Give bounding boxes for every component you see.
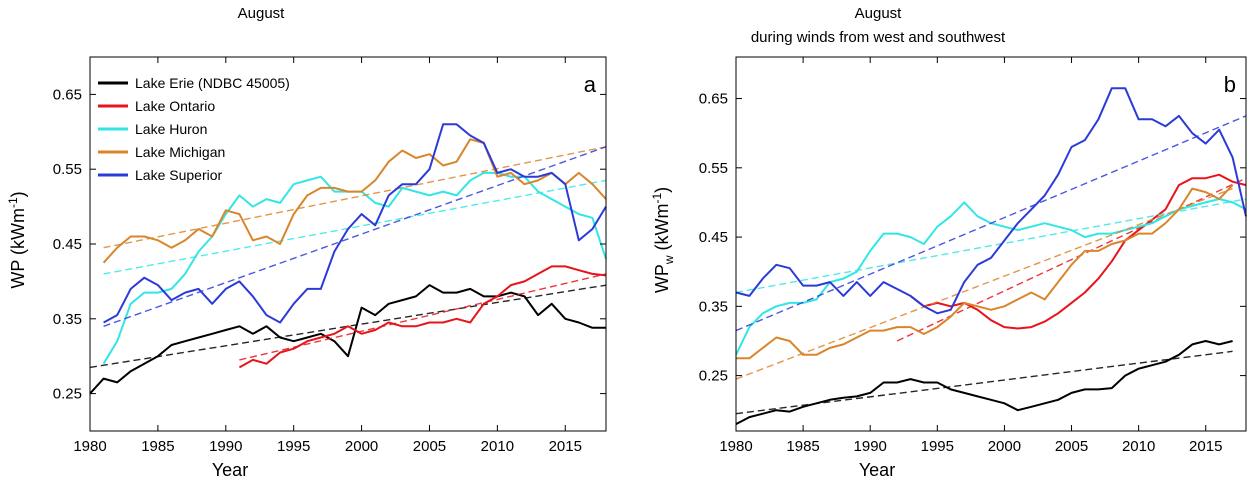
series-line-3 <box>736 184 1234 360</box>
series-line-3 <box>102 138 607 264</box>
x-tick-label: 2010 <box>1122 438 1155 455</box>
x-tick-label: 2010 <box>481 438 514 455</box>
x-tick-label: 2015 <box>1189 438 1222 455</box>
chart-subtitle: during winds from west and southwest <box>751 29 1006 46</box>
series-line-4 <box>735 87 1247 315</box>
trend-line-series-4 <box>735 115 1247 332</box>
y-tick-label: 0.25 <box>53 386 82 403</box>
x-tick-label: 1990 <box>854 438 887 455</box>
y-axis-label: WP (kWm-1) <box>6 191 28 288</box>
panel-b: August during winds from west and southw… <box>650 5 1247 480</box>
x-axis-label: Year <box>859 460 895 480</box>
series-line-1 <box>238 265 607 369</box>
trend-line-series-4 <box>103 146 607 327</box>
y-axis-label-main: WP <box>652 264 672 293</box>
trend-line-series-0 <box>89 284 607 369</box>
x-tick-label: 1980 <box>73 438 106 455</box>
y-tick-label: 0.55 <box>699 160 728 177</box>
series-line-0 <box>89 284 606 395</box>
plot-area: 1980 1985 1990 1995 2000 2005 2010 2015 0.25 0.35… <box>699 56 1247 455</box>
legend-label: Lake Huron <box>135 121 207 137</box>
x-tick-label: 1990 <box>209 438 242 455</box>
y-tick-label: 0.45 <box>699 229 728 246</box>
x-tick-label: 2000 <box>988 438 1021 455</box>
x-tick-label: 1985 <box>786 438 819 455</box>
trend-line-series-3 <box>103 146 607 249</box>
y-axis-label: WPw (kWm-1) <box>650 187 676 293</box>
y-axis-label-close: ) <box>8 191 28 197</box>
trend-line-series-1 <box>239 273 607 361</box>
y-tick-label: 0.45 <box>53 236 82 253</box>
x-tick-label: 2005 <box>1055 438 1088 455</box>
legend: Lake Erie (NDBC 45005) Lake Ontario Lake H… <box>98 75 290 183</box>
x-tick-label: 1995 <box>921 438 954 455</box>
trend-line-series-2 <box>735 198 1247 294</box>
series-line-2 <box>735 198 1247 356</box>
series-line-0 <box>735 340 1233 425</box>
chart-title: August <box>238 5 286 22</box>
legend-label: Lake Michigan <box>135 144 225 160</box>
y-axis-label-tail: (kWm <box>652 204 672 256</box>
x-tick-label: 2000 <box>345 438 378 455</box>
y-axis-label-sup: -1 <box>650 193 664 204</box>
series-line-4 <box>103 123 607 324</box>
legend-label: Lake Ontario <box>135 98 215 114</box>
panel-a: August Year WP (kWm-1) 1980 1985 1990 1995 2… <box>6 5 607 480</box>
x-tick-label: 2015 <box>549 438 582 455</box>
trend-line-series-3 <box>735 187 1233 380</box>
legend-label: Lake Superior <box>135 167 223 183</box>
y-tick-label: 0.25 <box>699 368 728 385</box>
legend-label: Lake Erie (NDBC 45005) <box>135 75 290 91</box>
y-tick-label: 0.35 <box>699 298 728 315</box>
y-axis-label-sub: w <box>662 255 676 265</box>
y-axis-label-main: WP (kWm <box>8 208 28 289</box>
x-tick-label: 1995 <box>277 438 310 455</box>
y-axis-label-close: ) <box>652 187 672 193</box>
x-tick-label: 2005 <box>413 438 446 455</box>
x-tick-label: 1980 <box>719 438 752 455</box>
y-tick-label: 0.35 <box>53 311 82 328</box>
trend-line-series-2 <box>103 179 607 275</box>
chart-title: August <box>855 5 903 22</box>
panel-letter: a <box>584 72 597 97</box>
y-axis-label-sup: -1 <box>6 197 20 208</box>
plot-area: 1980 1985 1990 1995 2000 2005 2010 2015 0.25 0.35… <box>53 56 607 455</box>
y-tick-label: 0.65 <box>53 86 82 103</box>
y-tick-label: 0.55 <box>53 161 82 178</box>
x-axis-label: Year <box>212 460 248 480</box>
axes-frame <box>735 56 1247 432</box>
y-tick-label: 0.65 <box>699 91 728 108</box>
x-tick-label: 1985 <box>141 438 174 455</box>
panel-letter: b <box>1224 72 1236 97</box>
